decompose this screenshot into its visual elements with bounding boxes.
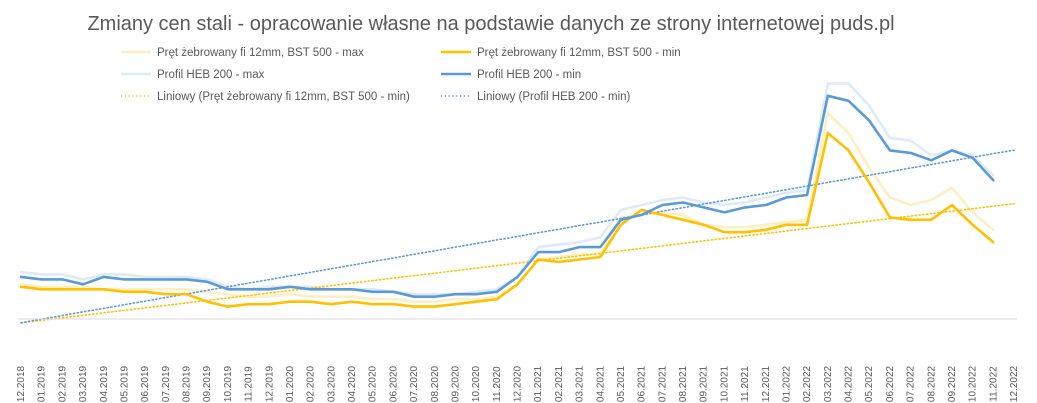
x-tick-label: 10.2019 bbox=[223, 365, 234, 402]
x-tick-label: 03.2021 bbox=[575, 365, 586, 402]
x-tick-label: 04.2021 bbox=[595, 365, 606, 402]
legend-label: Pręt żebrowany fi 12mm, BST 500 - min bbox=[477, 47, 681, 59]
x-tick-label: 01.2021 bbox=[533, 365, 544, 402]
x-tick-label: 12.2018 bbox=[16, 365, 27, 402]
x-tick-label: 10.2022 bbox=[968, 365, 979, 402]
x-tick-label: 03.2019 bbox=[78, 365, 89, 402]
x-tick-label: 12.2019 bbox=[264, 365, 275, 402]
x-tick-label: 08.2019 bbox=[182, 365, 193, 402]
legend-item: Pręt żebrowany fi 12mm, BST 500 - min bbox=[441, 47, 681, 59]
x-tick-label: 06.2022 bbox=[885, 365, 896, 402]
x-tick-label: 04.2019 bbox=[99, 365, 110, 402]
x-tick-label: 11.2020 bbox=[492, 366, 503, 402]
x-tick-label: 11.2022 bbox=[988, 366, 999, 402]
x-tick-label: 07.2019 bbox=[161, 365, 172, 402]
x-tick-label: 03.2022 bbox=[823, 365, 834, 402]
x-tick-label: 02.2019 bbox=[57, 365, 68, 402]
x-tick-label: 09.2020 bbox=[450, 365, 461, 402]
x-tick-label: 11.2019 bbox=[244, 366, 255, 402]
x-tick-label: 07.2021 bbox=[657, 365, 668, 402]
legend-item: Profil HEB 200 - min bbox=[441, 69, 581, 81]
x-tick-label: 06.2019 bbox=[140, 365, 151, 402]
x-tick-label: 05.2020 bbox=[368, 365, 379, 402]
legend-item: Profil HEB 200 - max bbox=[121, 69, 265, 81]
x-tick-label: 10.2020 bbox=[471, 365, 482, 402]
legend-item: Liniowy (Profil HEB 200 - min) bbox=[441, 91, 631, 103]
legend-label: Liniowy (Pręt żebrowany fi 12mm, BST 500… bbox=[157, 91, 410, 103]
plot-area bbox=[19, 82, 1015, 324]
x-tick-label: 02.2020 bbox=[306, 365, 317, 402]
x-tick-label: 04.2020 bbox=[347, 365, 358, 402]
series-line bbox=[19, 111, 995, 303]
x-tick-label: 07.2020 bbox=[409, 365, 420, 402]
x-axis: 12.2018 01.2019 02.2019 03.2019 04.2019 05.20… bbox=[16, 318, 1020, 402]
legend-item: Pręt żebrowany fi 12mm, BST 500 - max bbox=[121, 47, 364, 59]
x-tick-label: 05.2022 bbox=[864, 365, 875, 402]
series-line bbox=[19, 94, 995, 298]
series-line bbox=[19, 131, 995, 308]
x-tick-label: 12.2020 bbox=[513, 365, 524, 402]
x-tick-label: 02.2021 bbox=[554, 365, 565, 402]
x-tick-label: 01.2020 bbox=[285, 365, 296, 402]
legend-label: Pręt żebrowany fi 12mm, BST 500 - max bbox=[157, 47, 364, 59]
legend: Pręt żebrowany fi 12mm, BST 500 - max Prę… bbox=[121, 47, 681, 103]
legend-label: Profil HEB 200 - min bbox=[477, 69, 581, 81]
x-tick-label: 05.2021 bbox=[616, 365, 627, 402]
chart-title: Zmiany cen stali - opracowanie własne na… bbox=[87, 13, 894, 35]
legend-label: Profil HEB 200 - max bbox=[157, 69, 265, 81]
series-line bbox=[19, 82, 995, 296]
x-tick-label: 10.2021 bbox=[719, 365, 730, 402]
x-tick-label: 06.2020 bbox=[388, 365, 399, 402]
x-tick-label: 03.2020 bbox=[326, 365, 337, 402]
x-tick-label: 04.2022 bbox=[844, 365, 855, 402]
x-tick-label: 01.2019 bbox=[37, 365, 48, 402]
legend-item: Liniowy (Pręt żebrowany fi 12mm, BST 500… bbox=[121, 91, 410, 103]
x-tick-label: 09.2021 bbox=[699, 365, 710, 402]
x-tick-label: 08.2021 bbox=[678, 365, 689, 402]
x-tick-label: 08.2020 bbox=[430, 365, 441, 402]
x-tick-label: 12.2022 bbox=[1009, 365, 1020, 402]
x-tick-label: 06.2021 bbox=[637, 365, 648, 402]
x-tick-label: 09.2019 bbox=[202, 365, 213, 402]
x-tick-label: 05.2019 bbox=[119, 365, 130, 402]
series-line bbox=[20, 202, 1015, 324]
legend-label: Liniowy (Profil HEB 200 - min) bbox=[477, 91, 631, 103]
x-tick-label: 01.2022 bbox=[781, 365, 792, 402]
x-tick-label: 08.2022 bbox=[926, 365, 937, 402]
x-tick-label: 02.2022 bbox=[802, 365, 813, 402]
x-tick-label: 12.2021 bbox=[761, 365, 772, 402]
x-tick-label: 11.2021 bbox=[740, 366, 751, 402]
x-tick-label: 07.2022 bbox=[906, 365, 917, 402]
x-tick-label: 09.2022 bbox=[947, 365, 958, 402]
